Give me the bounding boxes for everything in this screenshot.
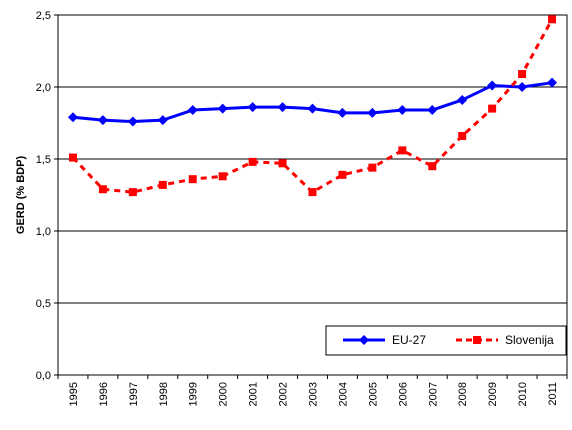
data-point-eu27 <box>457 94 468 105</box>
y-tick-label: 1,5 <box>36 154 51 166</box>
series-eu27 <box>67 77 558 127</box>
x-tick-label: 2003 <box>308 382 320 406</box>
data-point-slovenija <box>68 153 77 162</box>
y-axis-ticks: 0,0 0,5 1,0 1,5 2,0 2,5 <box>36 10 58 382</box>
x-tick-label: 2011 <box>547 382 559 406</box>
data-point-eu27 <box>307 103 318 114</box>
data-point-eu27 <box>157 115 168 126</box>
x-tick-label: 2010 <box>517 382 529 406</box>
legend-marker-slovenija <box>473 336 481 344</box>
data-point-eu27 <box>187 105 198 116</box>
x-tick-label: 1995 <box>68 382 80 406</box>
data-point-eu27 <box>427 105 438 116</box>
x-tick-label: 1998 <box>158 382 170 406</box>
data-point-eu27 <box>487 80 498 91</box>
x-tick-label: 1997 <box>128 382 140 406</box>
data-point-slovenija <box>548 15 557 24</box>
data-point-eu27 <box>67 112 78 123</box>
series-slovenija <box>68 15 557 197</box>
x-tick-label: 2000 <box>218 382 230 406</box>
legend: EU-27 Slovenija <box>325 325 567 356</box>
data-point-slovenija <box>218 172 227 181</box>
data-point-slovenija <box>488 104 497 113</box>
data-point-eu27 <box>127 116 138 127</box>
y-tick-label: 1,0 <box>36 226 51 238</box>
data-point-eu27 <box>277 102 288 113</box>
plot-area-border <box>57 14 568 376</box>
data-point-eu27 <box>547 77 558 88</box>
data-point-slovenija <box>518 70 527 79</box>
data-point-slovenija <box>398 146 407 155</box>
x-tick-label: 2004 <box>337 382 349 406</box>
data-point-eu27 <box>247 102 258 113</box>
data-point-eu27 <box>517 82 528 92</box>
data-point-eu27 <box>337 107 348 118</box>
y-tick-label: 0,5 <box>36 298 51 310</box>
legend-marker-eu27 <box>359 335 369 345</box>
gridlines <box>58 14 567 304</box>
data-point-slovenija <box>98 185 107 194</box>
y-axis-label: GERD (% BDP) <box>15 156 27 235</box>
series-layer <box>67 15 558 197</box>
data-point-slovenija <box>128 188 137 197</box>
data-point-slovenija <box>308 188 317 197</box>
data-point-slovenija <box>368 163 377 172</box>
y-tick-label: 2,5 <box>36 10 51 22</box>
series-line-eu27 <box>72 81 553 124</box>
data-point-slovenija <box>458 131 467 140</box>
x-tick-label: 2002 <box>278 382 290 406</box>
data-point-slovenija <box>278 159 287 168</box>
y-tick-label: 2,0 <box>36 82 51 94</box>
x-tick-label: 2006 <box>397 382 409 406</box>
x-tick-label: 1999 <box>188 382 200 406</box>
data-point-slovenija <box>188 175 197 184</box>
legend-label-eu27: EU-27 <box>392 333 426 347</box>
data-point-slovenija <box>158 180 167 189</box>
x-axis-ticks: 1995 1996 1997 1998 1999 2000 2001 2002 2003 2004… <box>57 375 568 406</box>
x-tick-label: 2007 <box>427 382 439 406</box>
x-tick-label: 1996 <box>98 382 110 406</box>
data-point-slovenija <box>338 170 347 179</box>
x-tick-label: 2005 <box>367 382 379 406</box>
legend-label-slovenija: Slovenija <box>505 333 554 347</box>
y-tick-label: 0,0 <box>36 370 51 382</box>
data-point-eu27 <box>217 103 228 114</box>
x-tick-label: 2009 <box>487 382 499 406</box>
data-point-eu27 <box>397 105 408 116</box>
data-point-slovenija <box>248 157 257 166</box>
data-point-slovenija <box>428 162 437 171</box>
data-point-eu27 <box>97 115 108 126</box>
x-tick-label: 2001 <box>248 382 260 406</box>
x-tick-label: 2008 <box>457 382 469 406</box>
data-point-eu27 <box>367 107 378 118</box>
